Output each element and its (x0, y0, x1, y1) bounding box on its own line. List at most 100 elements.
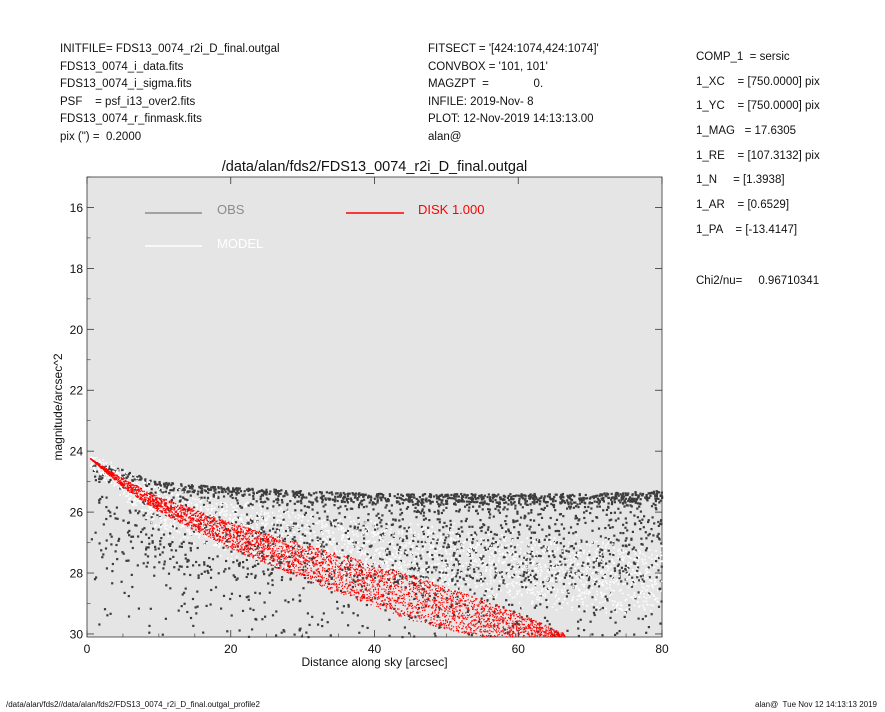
obs-point (341, 568, 344, 571)
model-point (334, 576, 337, 579)
obs-point (591, 519, 594, 523)
model-point (311, 565, 314, 567)
obs-point (578, 497, 581, 500)
model-point (493, 594, 495, 597)
obs-point (237, 488, 240, 491)
obs-point (660, 494, 663, 497)
obs-point (418, 510, 421, 513)
model-point (168, 498, 170, 501)
obs-point (437, 502, 440, 506)
model-point (597, 556, 600, 558)
obs-point (276, 497, 279, 500)
model-point (196, 529, 199, 531)
model-point (573, 573, 576, 576)
obs-point (376, 499, 379, 502)
model-point (417, 524, 419, 526)
obs-point (183, 602, 186, 605)
obs-point (454, 543, 457, 546)
model-point (149, 506, 151, 508)
obs-point (245, 575, 248, 579)
model-point (271, 522, 273, 525)
obs-point (330, 524, 333, 527)
model-point (373, 534, 376, 536)
model-point (440, 575, 442, 578)
obs-point (423, 588, 426, 591)
obs-point (109, 533, 112, 536)
obs-point (222, 495, 226, 498)
model-point (536, 596, 539, 598)
model-point (427, 532, 430, 535)
model-point (656, 601, 659, 603)
model-point (176, 511, 178, 513)
model-point (429, 547, 432, 550)
obs-point (379, 533, 382, 536)
obs-point (478, 579, 481, 582)
model-point (126, 480, 129, 482)
model-point (459, 588, 462, 590)
obs-point (433, 566, 436, 569)
model-point (538, 544, 540, 547)
header-left-line: pix (") = 0.2000 (60, 130, 142, 143)
model-point (297, 547, 299, 549)
obs-point (358, 492, 361, 495)
model-point (411, 584, 413, 587)
obs-point (471, 493, 475, 497)
model-point (151, 500, 154, 502)
model-point (297, 524, 299, 526)
obs-point (514, 550, 517, 554)
obs-point (613, 534, 616, 537)
obs-point (294, 496, 297, 499)
model-point (553, 588, 555, 590)
model-point (392, 560, 395, 562)
obs-point (524, 497, 527, 500)
obs-point (562, 537, 565, 540)
model-point (289, 543, 292, 546)
obs-point (398, 496, 401, 499)
obs-point (369, 499, 372, 502)
model-point (423, 574, 425, 577)
obs-point (586, 497, 589, 500)
obs-point (385, 499, 388, 502)
obs-point (281, 576, 284, 579)
model-point (176, 530, 179, 533)
obs-point (452, 497, 455, 500)
obs-point (169, 587, 172, 590)
model-point (152, 509, 155, 511)
model-point (650, 604, 653, 606)
obs-point (591, 495, 594, 498)
obs-point (529, 503, 532, 506)
obs-point (617, 563, 620, 566)
obs-point (165, 481, 168, 485)
obs-point (177, 609, 180, 612)
obs-point (238, 561, 241, 564)
model-point (369, 555, 371, 557)
obs-point (367, 519, 370, 522)
obs-point (595, 557, 598, 560)
model-point (522, 584, 524, 586)
obs-point (658, 538, 661, 541)
model-point (176, 494, 178, 497)
model-point (581, 598, 584, 600)
obs-point (267, 568, 270, 571)
obs-point (580, 540, 583, 543)
model-point (437, 546, 439, 549)
obs-point (376, 496, 379, 499)
model-point (204, 535, 207, 538)
obs-point (567, 505, 571, 508)
obs-point (346, 557, 349, 560)
model-point (430, 556, 433, 558)
model-point (510, 582, 513, 585)
obs-point (509, 531, 512, 534)
model-point (604, 571, 606, 574)
model-point (498, 550, 501, 552)
obs-point (598, 494, 601, 497)
obs-point (316, 536, 319, 539)
model-point (599, 572, 602, 574)
obs-point (354, 541, 358, 544)
model-point (551, 571, 554, 573)
obs-point (188, 541, 191, 545)
obs-point (336, 607, 339, 610)
model-point (413, 558, 416, 560)
model-point (554, 540, 557, 542)
model-point (179, 539, 182, 541)
